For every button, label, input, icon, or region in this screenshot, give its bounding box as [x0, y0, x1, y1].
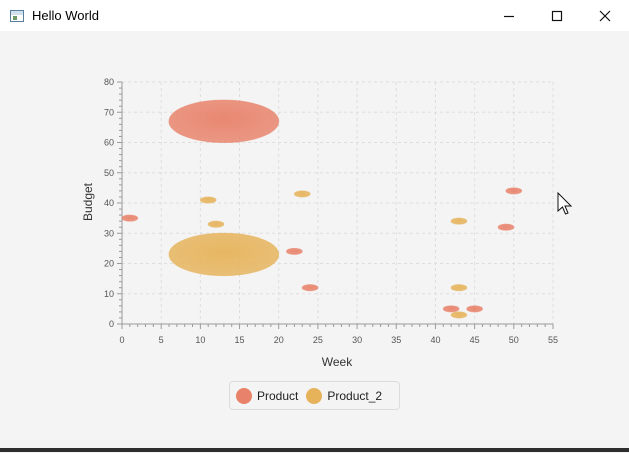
y-tick-label: 50 — [104, 168, 114, 178]
axes: 0 5 10 15 20 25 30 35 40 45 50 55 0 10 20 30 40 50 60 70 80 — [104, 77, 558, 345]
x-tick-label: 45 — [470, 335, 480, 345]
x-tick-label: 25 — [313, 335, 323, 345]
maximize-button[interactable] — [533, 0, 581, 31]
x-tick-label: 35 — [391, 335, 401, 345]
bubble-product — [442, 305, 460, 313]
bubble-product — [301, 284, 319, 292]
bubble-product — [121, 214, 139, 222]
x-tick-label: 40 — [430, 335, 440, 345]
bubble-product-2 — [199, 196, 217, 204]
bubble-product — [505, 187, 523, 195]
bubble-product — [168, 99, 280, 143]
y-tick-label: 20 — [104, 259, 114, 269]
title-bar: Hello World — [0, 0, 629, 31]
bubble-product — [497, 223, 515, 231]
bubble-product-2 — [450, 217, 468, 225]
y-tick-label: 70 — [104, 107, 114, 117]
x-tick-label: 0 — [119, 335, 124, 345]
legend-swatch-product — [236, 387, 252, 404]
x-tick-label: 50 — [509, 335, 519, 345]
mouse-cursor-icon — [557, 192, 573, 215]
legend-swatch-product-2 — [306, 387, 323, 404]
bubble-product-2 — [207, 220, 225, 228]
x-tick-label: 20 — [274, 335, 284, 345]
app-icon — [10, 9, 24, 22]
legend: Product Product_2 — [229, 381, 400, 410]
x-tick-label: 15 — [235, 335, 245, 345]
x-tick-label: 30 — [352, 335, 362, 345]
y-tick-label: 60 — [104, 138, 114, 148]
x-tick-label: 10 — [195, 335, 205, 345]
close-icon — [599, 10, 611, 21]
legend-item-product-2: Product_2 — [306, 387, 383, 404]
y-tick-label: 40 — [104, 198, 114, 208]
bubble-product-2 — [450, 311, 468, 319]
x-tick-label: 5 — [159, 335, 164, 345]
window-bottom-edge — [0, 448, 629, 452]
chart-area: 0 5 10 15 20 25 30 35 40 45 50 55 0 10 20 30 40 50 60 70 80 … — [0, 31, 629, 448]
window-title: Hello World — [32, 8, 99, 23]
x-axis-label: Week — [322, 355, 353, 369]
legend-label-product-2: Product_2 — [327, 388, 383, 403]
bubbles — [121, 99, 523, 319]
maximize-icon — [551, 10, 563, 21]
y-tick-label: 10 — [104, 289, 114, 299]
y-axis-label: Budget — [81, 182, 95, 221]
bubble-product — [466, 305, 483, 313]
minimize-icon — [504, 15, 514, 17]
legend-item-product: Product — [236, 387, 299, 404]
bubble-product-2 — [168, 232, 280, 277]
y-tick-label: 30 — [104, 228, 114, 238]
bubble-product — [286, 247, 303, 255]
bubble-chart: 0 5 10 15 20 25 30 35 40 45 50 5501020304050607080 … — [81, 77, 558, 369]
legend-label-product: Product — [257, 388, 299, 403]
minimize-button[interactable] — [485, 0, 533, 31]
y-tick-label: 80 — [104, 77, 114, 87]
y-tick-label: 0 — [109, 319, 114, 329]
bubble-product-2 — [293, 190, 311, 198]
window-controls — [485, 0, 629, 31]
x-tick-label: 55 — [548, 335, 558, 345]
bubble-product-2 — [450, 284, 468, 292]
close-button[interactable] — [581, 0, 629, 31]
